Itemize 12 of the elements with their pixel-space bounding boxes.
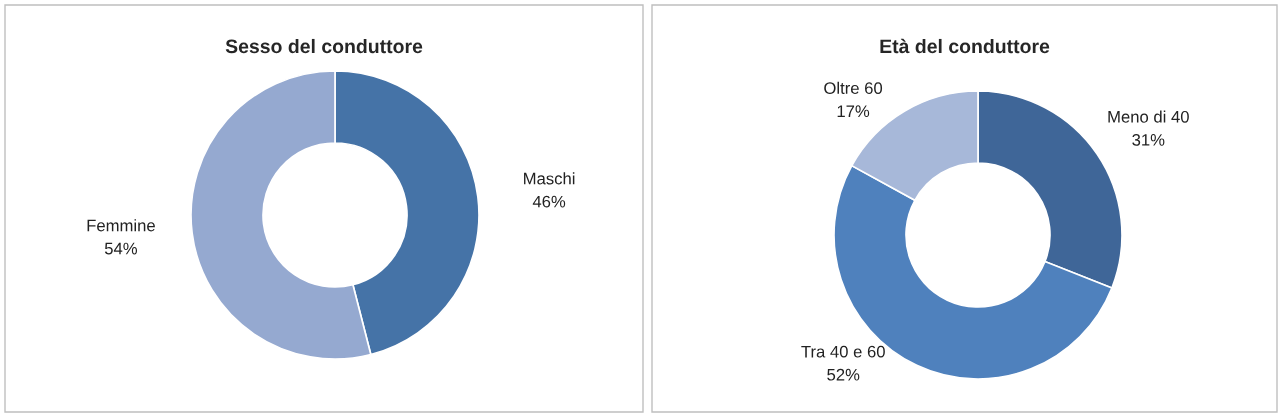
data-label: 17% (837, 105, 870, 118)
chart-title: Sesso del conduttore (225, 38, 423, 54)
data-label: 31% (1132, 133, 1165, 146)
data-label: 54% (104, 242, 138, 255)
slice-label: Tra 40 e 60 (801, 345, 885, 358)
slice-label: Femmine (87, 219, 155, 232)
data-label: 52% (827, 368, 860, 381)
chart-title: Età del conduttore (880, 38, 1050, 54)
data-label: 46% (532, 195, 566, 208)
slice-label: Meno di 40 (1108, 110, 1189, 123)
slice-label: Oltre 60 (824, 81, 883, 95)
slice-label: Maschi (524, 172, 575, 185)
